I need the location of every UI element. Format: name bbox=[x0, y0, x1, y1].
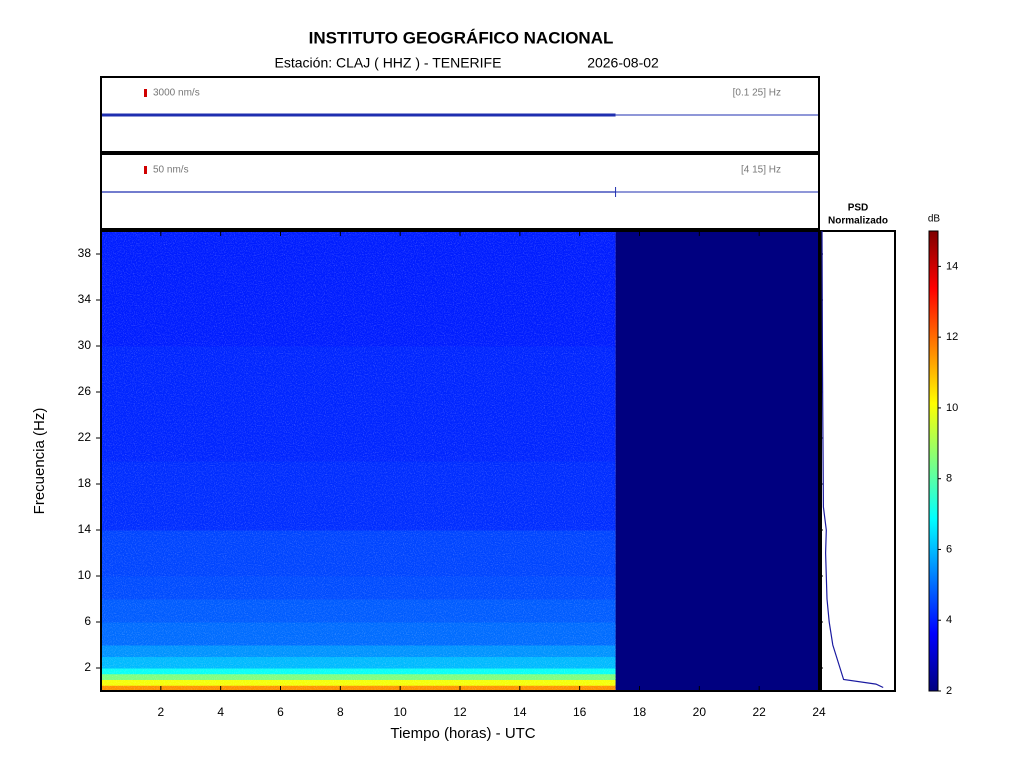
y-tick-label: 30 bbox=[78, 338, 92, 352]
spectrogram-cell bbox=[615, 685, 819, 692]
station: Estación: CLAJ ( HHZ ) - TENERIFE bbox=[275, 55, 502, 71]
x-tick-label: 12 bbox=[453, 705, 467, 719]
x-tick-label: 4 bbox=[217, 705, 224, 719]
y-tick-label: 6 bbox=[84, 614, 91, 628]
spectrogram-cell bbox=[615, 346, 819, 462]
colorbar-tick-label: 12 bbox=[946, 331, 958, 343]
colorbar-tick-label: 14 bbox=[946, 260, 958, 272]
y-tick-label: 18 bbox=[78, 476, 92, 490]
y-tick-label: 2 bbox=[84, 660, 91, 674]
psd-title: PSD bbox=[848, 203, 869, 214]
trace-scale: 3000 nm/s bbox=[153, 88, 200, 99]
trace-band: [0.1 25] Hz bbox=[733, 88, 781, 99]
spectrogram-cell bbox=[615, 530, 819, 577]
colorbar-tick-label: 4 bbox=[946, 614, 952, 626]
psd-line bbox=[821, 230, 884, 689]
date: 2026-08-02 bbox=[587, 55, 659, 71]
spectrogram-cell bbox=[615, 679, 819, 686]
y-tick-label: 34 bbox=[78, 292, 92, 306]
colorbar-tick-label: 8 bbox=[946, 473, 952, 485]
trace-band: [4 15] Hz bbox=[741, 165, 781, 176]
spectrogram-cell bbox=[615, 668, 819, 675]
x-tick-label: 18 bbox=[633, 705, 647, 719]
spectrogram-cell bbox=[615, 461, 819, 531]
title: INSTITUTO GEOGRÁFICO NACIONAL bbox=[309, 28, 614, 47]
colorbar-tick-label: 2 bbox=[946, 685, 952, 697]
spectrogram-cell bbox=[615, 576, 819, 600]
x-tick-label: 24 bbox=[812, 705, 826, 719]
x-tick-label: 16 bbox=[573, 705, 587, 719]
spectrogram-cell bbox=[615, 599, 819, 623]
x-tick-label: 20 bbox=[693, 705, 707, 719]
scale-bar bbox=[144, 166, 147, 174]
y-axis-label: Frecuencia (Hz) bbox=[31, 408, 48, 515]
x-tick-label: 6 bbox=[277, 705, 284, 719]
x-tick-label: 10 bbox=[393, 705, 407, 719]
y-tick-label: 14 bbox=[78, 522, 92, 536]
x-tick-label: 8 bbox=[337, 705, 344, 719]
trace-scale: 50 nm/s bbox=[153, 165, 189, 176]
psd-title: Normalizado bbox=[828, 216, 888, 227]
spectrogram-cell bbox=[615, 231, 819, 347]
noise-texture bbox=[101, 231, 616, 691]
spectrogram-cell bbox=[615, 673, 819, 680]
psd-frame bbox=[820, 230, 896, 692]
x-tick-label: 2 bbox=[157, 705, 164, 719]
spectrogram-cell bbox=[615, 622, 819, 646]
colorbar-tick-label: 10 bbox=[946, 402, 958, 414]
spectrogram-cell bbox=[615, 645, 819, 657]
trace-frame bbox=[100, 76, 820, 153]
x-tick-label: 22 bbox=[752, 705, 766, 719]
y-tick-label: 10 bbox=[78, 568, 92, 582]
spectrogram-cell bbox=[615, 656, 819, 669]
trace-frame bbox=[100, 153, 820, 230]
colorbar bbox=[928, 230, 939, 692]
y-tick-label: 22 bbox=[78, 430, 92, 444]
scale-bar bbox=[144, 89, 147, 97]
colorbar-tick-label: 6 bbox=[946, 543, 952, 555]
x-tick-label: 14 bbox=[513, 705, 527, 719]
y-tick-label: 38 bbox=[78, 246, 92, 260]
x-axis-label: Tiempo (horas) - UTC bbox=[390, 725, 535, 742]
colorbar-label: dB bbox=[928, 214, 941, 225]
y-tick-label: 26 bbox=[78, 384, 92, 398]
traces: 3000 nm/s [0.1 25] Hz 50 nm/s [4 15] Hz bbox=[100, 76, 820, 230]
